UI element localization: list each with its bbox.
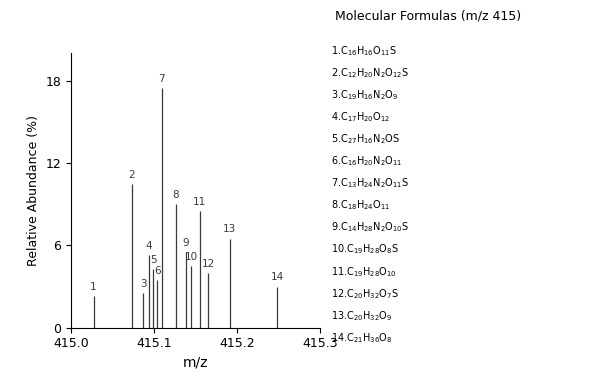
Text: 3.C$_{19}$H$_{16}$N$_{2}$O$_{9}$: 3.C$_{19}$H$_{16}$N$_{2}$O$_{9}$ bbox=[331, 88, 398, 102]
Text: Molecular Formulas (m/z 415): Molecular Formulas (m/z 415) bbox=[335, 10, 521, 22]
Text: 1: 1 bbox=[90, 282, 97, 292]
Text: 6: 6 bbox=[154, 266, 161, 275]
Text: 8.C$_{18}$H$_{24}$O$_{11}$: 8.C$_{18}$H$_{24}$O$_{11}$ bbox=[331, 199, 390, 212]
Text: 5.C$_{27}$H$_{16}$N$_{2}$OS: 5.C$_{27}$H$_{16}$N$_{2}$OS bbox=[331, 132, 400, 146]
Text: 2.C$_{12}$H$_{20}$N$_{2}$O$_{12}$S: 2.C$_{12}$H$_{20}$N$_{2}$O$_{12}$S bbox=[331, 66, 409, 80]
X-axis label: m/z: m/z bbox=[183, 356, 209, 370]
Text: 4.C$_{17}$H$_{20}$O$_{12}$: 4.C$_{17}$H$_{20}$O$_{12}$ bbox=[331, 110, 390, 124]
Text: 8: 8 bbox=[173, 190, 179, 200]
Text: 4: 4 bbox=[146, 241, 152, 251]
Text: 7.C$_{13}$H$_{24}$N$_{2}$O$_{11}$S: 7.C$_{13}$H$_{24}$N$_{2}$O$_{11}$S bbox=[331, 176, 409, 190]
Text: 9: 9 bbox=[183, 238, 189, 248]
Text: 9.C$_{14}$H$_{28}$N$_{2}$O$_{10}$S: 9.C$_{14}$H$_{28}$N$_{2}$O$_{10}$S bbox=[331, 221, 409, 234]
Text: 3: 3 bbox=[140, 279, 146, 289]
Text: 11: 11 bbox=[193, 197, 206, 207]
Text: 1.C$_{16}$H$_{16}$O$_{11}$S: 1.C$_{16}$H$_{16}$O$_{11}$S bbox=[331, 44, 397, 58]
Text: 14: 14 bbox=[270, 272, 283, 282]
Text: 10.C$_{19}$H$_{28}$O$_{8}$S: 10.C$_{19}$H$_{28}$O$_{8}$S bbox=[331, 243, 398, 256]
Text: 10: 10 bbox=[185, 252, 198, 262]
Text: 2: 2 bbox=[129, 170, 135, 179]
Text: 11.C$_{19}$H$_{28}$O$_{10}$: 11.C$_{19}$H$_{28}$O$_{10}$ bbox=[331, 265, 397, 279]
Text: 5: 5 bbox=[150, 255, 157, 264]
Text: 13.C$_{20}$H$_{32}$O$_{9}$: 13.C$_{20}$H$_{32}$O$_{9}$ bbox=[331, 309, 392, 323]
Y-axis label: Relative Abundance (%): Relative Abundance (%) bbox=[27, 115, 40, 266]
Text: 12.C$_{20}$H$_{32}$O$_{7}$S: 12.C$_{20}$H$_{32}$O$_{7}$S bbox=[331, 287, 398, 301]
Text: 13: 13 bbox=[223, 224, 237, 234]
Text: 12: 12 bbox=[202, 259, 215, 269]
Text: 7: 7 bbox=[158, 74, 165, 83]
Text: 14.C$_{21}$H$_{36}$O$_{8}$: 14.C$_{21}$H$_{36}$O$_{8}$ bbox=[331, 331, 393, 345]
Text: 6.C$_{16}$H$_{20}$N$_{2}$O$_{11}$: 6.C$_{16}$H$_{20}$N$_{2}$O$_{11}$ bbox=[331, 154, 402, 168]
